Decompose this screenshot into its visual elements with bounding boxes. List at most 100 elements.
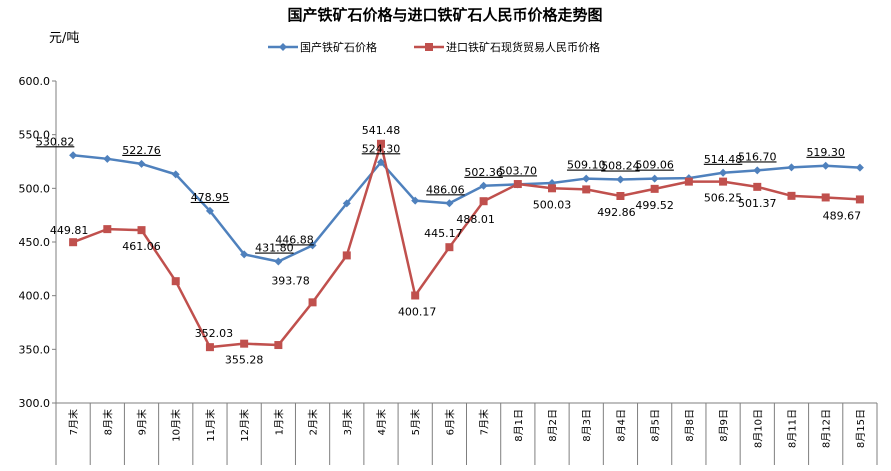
x-tick-label: 8月5日 xyxy=(650,409,662,442)
data-point-import xyxy=(616,191,625,200)
legend-marker-domestic xyxy=(279,43,287,51)
data-point-import xyxy=(171,277,180,286)
x-tick-label: 2月末 xyxy=(307,409,320,435)
data-point-domestic xyxy=(719,168,728,177)
x-tick-label: 5月末 xyxy=(409,409,422,435)
data-label-domestic: 509.06 xyxy=(635,159,674,172)
data-label-import: 488.01 xyxy=(456,213,495,226)
data-label-domestic: 524.30 xyxy=(362,142,401,155)
data-point-domestic xyxy=(308,241,317,250)
data-label-import: 449.81 xyxy=(50,224,89,237)
x-tick-label: 3月末 xyxy=(341,409,354,435)
data-point-domestic xyxy=(69,151,78,160)
data-point-domestic xyxy=(171,170,180,179)
data-label-domestic: 530.82 xyxy=(36,135,75,148)
legend-item-import: 进口铁矿石现货贸易人民币价格 xyxy=(414,40,600,54)
data-point-domestic xyxy=(821,161,830,170)
y-tick-label: 550.0 xyxy=(19,129,51,142)
data-label-domestic: 514.48 xyxy=(704,153,743,166)
y-tick-label: 400.0 xyxy=(19,290,51,303)
data-label-domestic: 502.36 xyxy=(464,166,503,179)
x-axis-ticks: 7月末 8月末 9月末 10月末 11月末 12月末 1月末 2月末 3月末 4月末 5月末 6月末 7… xyxy=(55,403,878,465)
data-point-import xyxy=(445,243,454,252)
x-tick-label: 6月末 xyxy=(443,409,456,435)
x-tick-label: 7月末 xyxy=(67,409,80,435)
data-point-domestic xyxy=(103,154,112,163)
data-point-domestic xyxy=(274,257,283,266)
series-group xyxy=(69,139,864,352)
data-label-domestic: 519.30 xyxy=(806,146,845,159)
data-point-import xyxy=(650,184,659,193)
legend: 国产铁矿石价格 进口铁矿石现货贸易人民币价格 xyxy=(268,40,600,54)
x-tick-label: 8月2日 xyxy=(547,409,559,442)
data-point-import xyxy=(513,180,522,189)
data-point-domestic xyxy=(342,199,351,208)
data-point-domestic xyxy=(445,199,454,208)
data-point-domestic xyxy=(411,196,420,205)
x-tick-label: 8月11日 xyxy=(786,409,798,448)
x-tick-label: 8月10日 xyxy=(752,409,764,448)
data-point-domestic xyxy=(753,166,762,175)
data-label-domestic: 446.88 xyxy=(275,233,314,246)
series-line-domestic xyxy=(72,154,860,263)
data-point-import xyxy=(821,193,830,202)
data-point-import xyxy=(103,225,112,234)
data-point-import xyxy=(240,339,249,348)
data-label-domestic: 508.24 xyxy=(601,159,640,172)
x-tick-label: 4月末 xyxy=(375,409,388,435)
x-tick-label: 8月3日 xyxy=(581,409,593,442)
legend-item-domestic: 国产铁矿石价格 xyxy=(268,40,377,54)
data-label-import: 400.17 xyxy=(398,305,437,318)
y-tick-label: 600.0 xyxy=(19,75,51,88)
data-point-domestic xyxy=(137,159,146,168)
y-tick-label: 500.0 xyxy=(19,182,51,195)
data-point-import xyxy=(479,197,488,206)
y-tick-label: 450.0 xyxy=(19,236,51,249)
data-label-import: 355.28 xyxy=(225,354,264,367)
data-label-import: 501.37 xyxy=(738,197,777,210)
data-point-import xyxy=(308,298,317,307)
y-axis-unit: 元/吨 xyxy=(49,31,79,46)
data-point-import xyxy=(69,238,78,247)
legend-marker-import xyxy=(425,43,433,51)
y-tick-label: 350.0 xyxy=(19,343,51,356)
data-point-import xyxy=(137,226,146,235)
data-point-import xyxy=(753,182,762,191)
data-point-domestic xyxy=(240,250,249,259)
x-tick-label: 10月末 xyxy=(170,409,183,442)
data-point-import xyxy=(684,177,693,186)
data-label-import: 489.67 xyxy=(823,209,862,222)
data-point-import xyxy=(787,191,796,200)
data-label-domestic: 516.70 xyxy=(738,150,777,163)
data-point-import xyxy=(205,343,214,352)
data-point-domestic xyxy=(479,181,488,190)
data-point-import xyxy=(342,251,351,260)
data-label-domestic: 431.80 xyxy=(255,242,294,255)
chart-title: 国产铁矿石价格与进口铁矿石人民币价格走势图 xyxy=(287,6,602,24)
data-label-import: 461.06 xyxy=(122,240,161,253)
x-tick-label: 12月末 xyxy=(238,409,251,442)
legend-label-domestic: 国产铁矿石价格 xyxy=(300,40,377,54)
data-point-domestic xyxy=(787,163,796,172)
data-label-import: 506.25 xyxy=(704,192,743,205)
x-tick-label: 8月4日 xyxy=(615,409,627,442)
x-tick-label: 8月1日 xyxy=(513,409,525,442)
data-label-domestic: 486.06 xyxy=(426,183,465,196)
x-tick-label: 8月15日 xyxy=(855,409,867,448)
data-label-import: 500.03 xyxy=(533,198,572,211)
series-line-import xyxy=(72,142,860,349)
data-point-import xyxy=(274,341,283,350)
data-point-domestic xyxy=(616,175,625,184)
data-point-domestic xyxy=(376,158,385,167)
x-tick-label: 9月末 xyxy=(136,409,149,435)
data-point-domestic xyxy=(855,163,864,172)
data-point-import xyxy=(855,195,864,204)
x-tick-label: 7月末 xyxy=(478,409,491,435)
x-tick-label: 11月末 xyxy=(204,409,217,442)
data-label-import: 445.17 xyxy=(424,227,463,240)
x-tick-label: 1月末 xyxy=(272,409,285,435)
x-tick-label: 8月末 xyxy=(101,409,114,435)
data-label-import: 541.48 xyxy=(362,124,401,137)
